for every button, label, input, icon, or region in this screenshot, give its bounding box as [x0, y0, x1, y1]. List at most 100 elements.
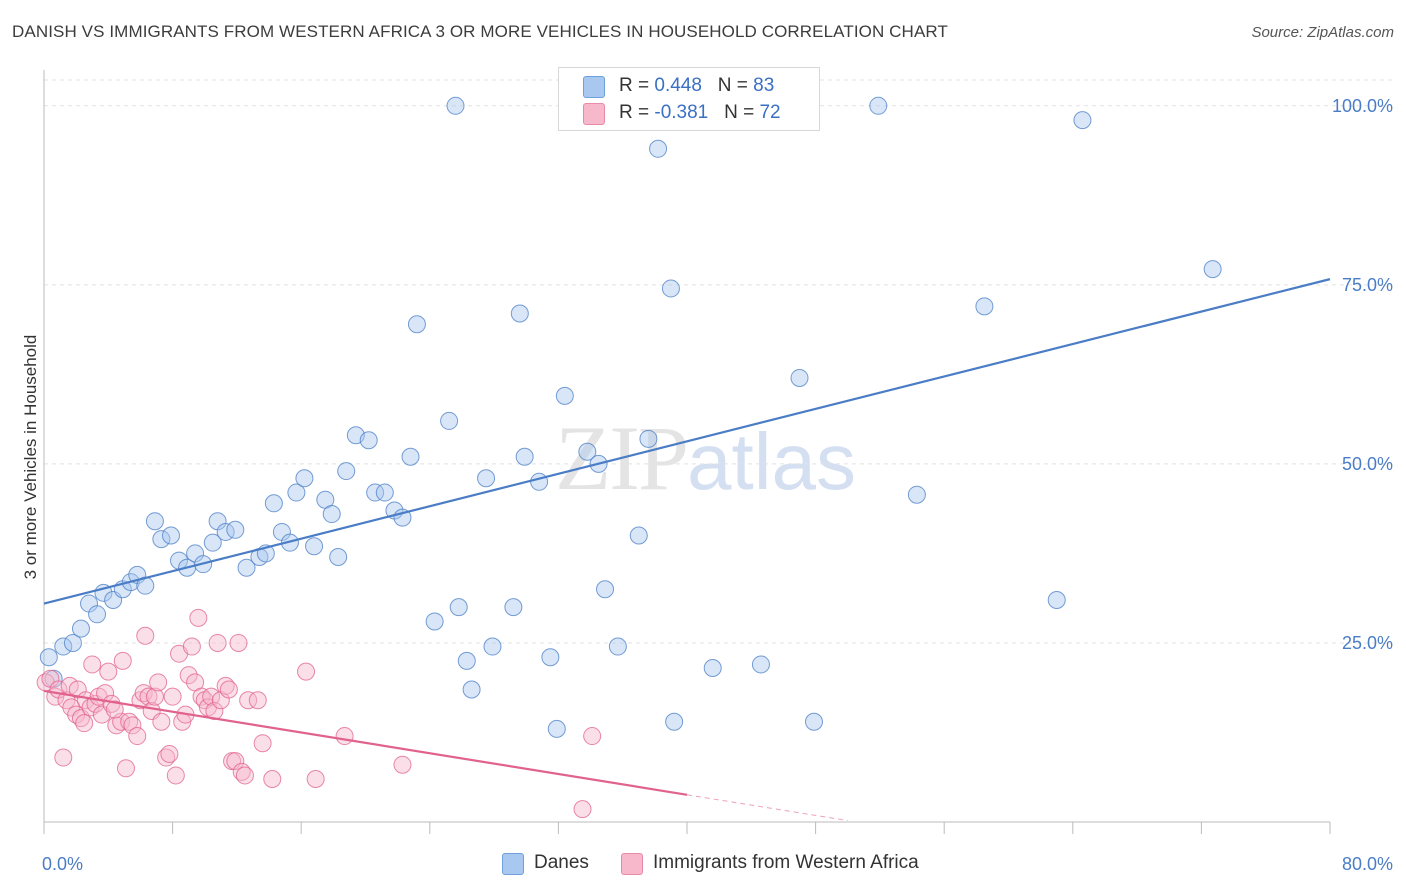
danes-point-64[interactable] — [629, 526, 648, 545]
danes-point-36[interactable] — [337, 462, 356, 481]
western-africa-point-42[interactable] — [179, 666, 198, 685]
danes-point-66[interactable] — [649, 139, 668, 158]
danes-point-32[interactable] — [305, 537, 324, 556]
danes-point-56[interactable] — [530, 472, 549, 491]
danes-point-43[interactable] — [401, 447, 420, 466]
western-africa-point-33[interactable] — [149, 673, 168, 692]
western-africa-point-25[interactable] — [123, 716, 142, 735]
danes-point-60[interactable] — [578, 442, 597, 461]
western-africa-point-29[interactable] — [136, 626, 155, 645]
danes-point-24[interactable] — [237, 558, 256, 577]
danes-point-73[interactable] — [790, 368, 809, 387]
danes-point-77[interactable] — [975, 297, 994, 316]
western-africa-point-32[interactable] — [145, 687, 164, 706]
western-africa-point-69[interactable] — [583, 727, 602, 746]
western-africa-point-18[interactable] — [99, 662, 118, 681]
western-africa-point-54[interactable] — [219, 680, 238, 699]
danes-point-15[interactable] — [161, 526, 180, 545]
danes-point-63[interactable] — [608, 637, 627, 656]
danes-point-39[interactable] — [366, 483, 385, 502]
western-africa-point-66[interactable] — [335, 727, 354, 746]
source-label: Source: ZipAtlas.com — [1251, 24, 1394, 41]
danes-point-79[interactable] — [1073, 111, 1092, 130]
danes-point-80[interactable] — [1203, 260, 1222, 279]
western-africa-point-34[interactable] — [152, 712, 171, 731]
danes-point-76[interactable] — [907, 485, 926, 504]
danes-point-59[interactable] — [555, 386, 574, 405]
western-africa-point-22[interactable] — [113, 651, 132, 670]
western-africa-point-68[interactable] — [573, 800, 592, 819]
western-africa-point-46[interactable] — [192, 687, 211, 706]
western-africa-point-64[interactable] — [297, 662, 316, 681]
danes-point-75[interactable] — [869, 96, 888, 115]
danes-point-4[interactable] — [71, 619, 90, 638]
danes-point-72[interactable] — [751, 655, 770, 674]
western-africa-point-38[interactable] — [166, 766, 185, 785]
danes-point-53[interactable] — [504, 598, 523, 617]
danes-point-58[interactable] — [547, 719, 566, 738]
danes-point-49[interactable] — [457, 651, 476, 670]
danes-point-52[interactable] — [483, 637, 502, 656]
western-africa-point-60[interactable] — [239, 691, 258, 710]
danes-point-27[interactable] — [264, 494, 283, 513]
danes-point-47[interactable] — [446, 96, 465, 115]
danes-point-13[interactable] — [145, 512, 164, 531]
western-africa-point-43[interactable] — [182, 637, 201, 656]
watermark-atlas: atlas — [687, 417, 856, 506]
danes-point-68[interactable] — [665, 712, 684, 731]
danes-point-46[interactable] — [440, 411, 459, 430]
danes-point-14[interactable] — [152, 530, 171, 549]
danes-point-55[interactable] — [515, 447, 534, 466]
western-africa-point-24[interactable] — [120, 712, 139, 731]
western-africa-point-53[interactable] — [216, 676, 235, 695]
western-africa-point-35[interactable] — [157, 748, 176, 767]
western-africa-point-4[interactable] — [54, 748, 73, 767]
danes-point-30[interactable] — [287, 483, 306, 502]
danes-point-35[interactable] — [329, 548, 348, 567]
danes-point-31[interactable] — [295, 469, 314, 488]
western-africa-point-58[interactable] — [232, 762, 251, 781]
western-africa-point-61[interactable] — [248, 691, 267, 710]
danes-point-44[interactable] — [407, 315, 426, 334]
western-africa-point-37[interactable] — [163, 687, 182, 706]
western-africa-point-13[interactable] — [83, 655, 102, 674]
western-africa-point-62[interactable] — [253, 734, 272, 753]
danes-point-54[interactable] — [510, 304, 529, 323]
danes-point-74[interactable] — [804, 712, 823, 731]
western-africa-point-71[interactable] — [105, 700, 124, 719]
western-africa-point-57[interactable] — [229, 633, 248, 652]
western-africa-point-63[interactable] — [263, 770, 282, 789]
danes-point-48[interactable] — [449, 598, 468, 617]
western-africa-point-45[interactable] — [189, 608, 208, 627]
western-africa-point-26[interactable] — [128, 727, 147, 746]
danes-point-67[interactable] — [661, 279, 680, 298]
western-africa-point-67[interactable] — [393, 755, 412, 774]
danes-point-23[interactable] — [226, 520, 245, 539]
western-africa-point-49[interactable] — [202, 687, 221, 706]
danes-point-38[interactable] — [359, 431, 378, 450]
danes-point-6[interactable] — [88, 605, 107, 624]
danes-point-51[interactable] — [477, 469, 496, 488]
western-africa-point-28[interactable] — [134, 684, 153, 703]
western-africa-point-23[interactable] — [116, 759, 135, 778]
danes-point-65[interactable] — [639, 429, 658, 448]
western-africa-point-70[interactable] — [75, 714, 94, 733]
western-africa-point-56[interactable] — [226, 752, 245, 771]
danes-point-3[interactable] — [63, 633, 82, 652]
western-africa-point-51[interactable] — [208, 633, 227, 652]
danes-point-69[interactable] — [703, 659, 722, 678]
danes-point-0[interactable] — [39, 648, 58, 667]
danes-point-78[interactable] — [1047, 590, 1066, 609]
western-africa-point-65[interactable] — [306, 770, 325, 789]
danes-point-50[interactable] — [462, 680, 481, 699]
danes-point-57[interactable] — [541, 648, 560, 667]
danes-point-20[interactable] — [203, 533, 222, 552]
danes-point-40[interactable] — [375, 483, 394, 502]
western-africa-point-36[interactable] — [160, 744, 179, 763]
danes-point-34[interactable] — [322, 505, 341, 524]
danes-point-45[interactable] — [425, 612, 444, 631]
western-africa-point-30[interactable] — [139, 687, 158, 706]
danes-point-2[interactable] — [54, 637, 73, 656]
western-africa-point-59[interactable] — [235, 766, 254, 785]
danes-point-62[interactable] — [596, 580, 615, 599]
